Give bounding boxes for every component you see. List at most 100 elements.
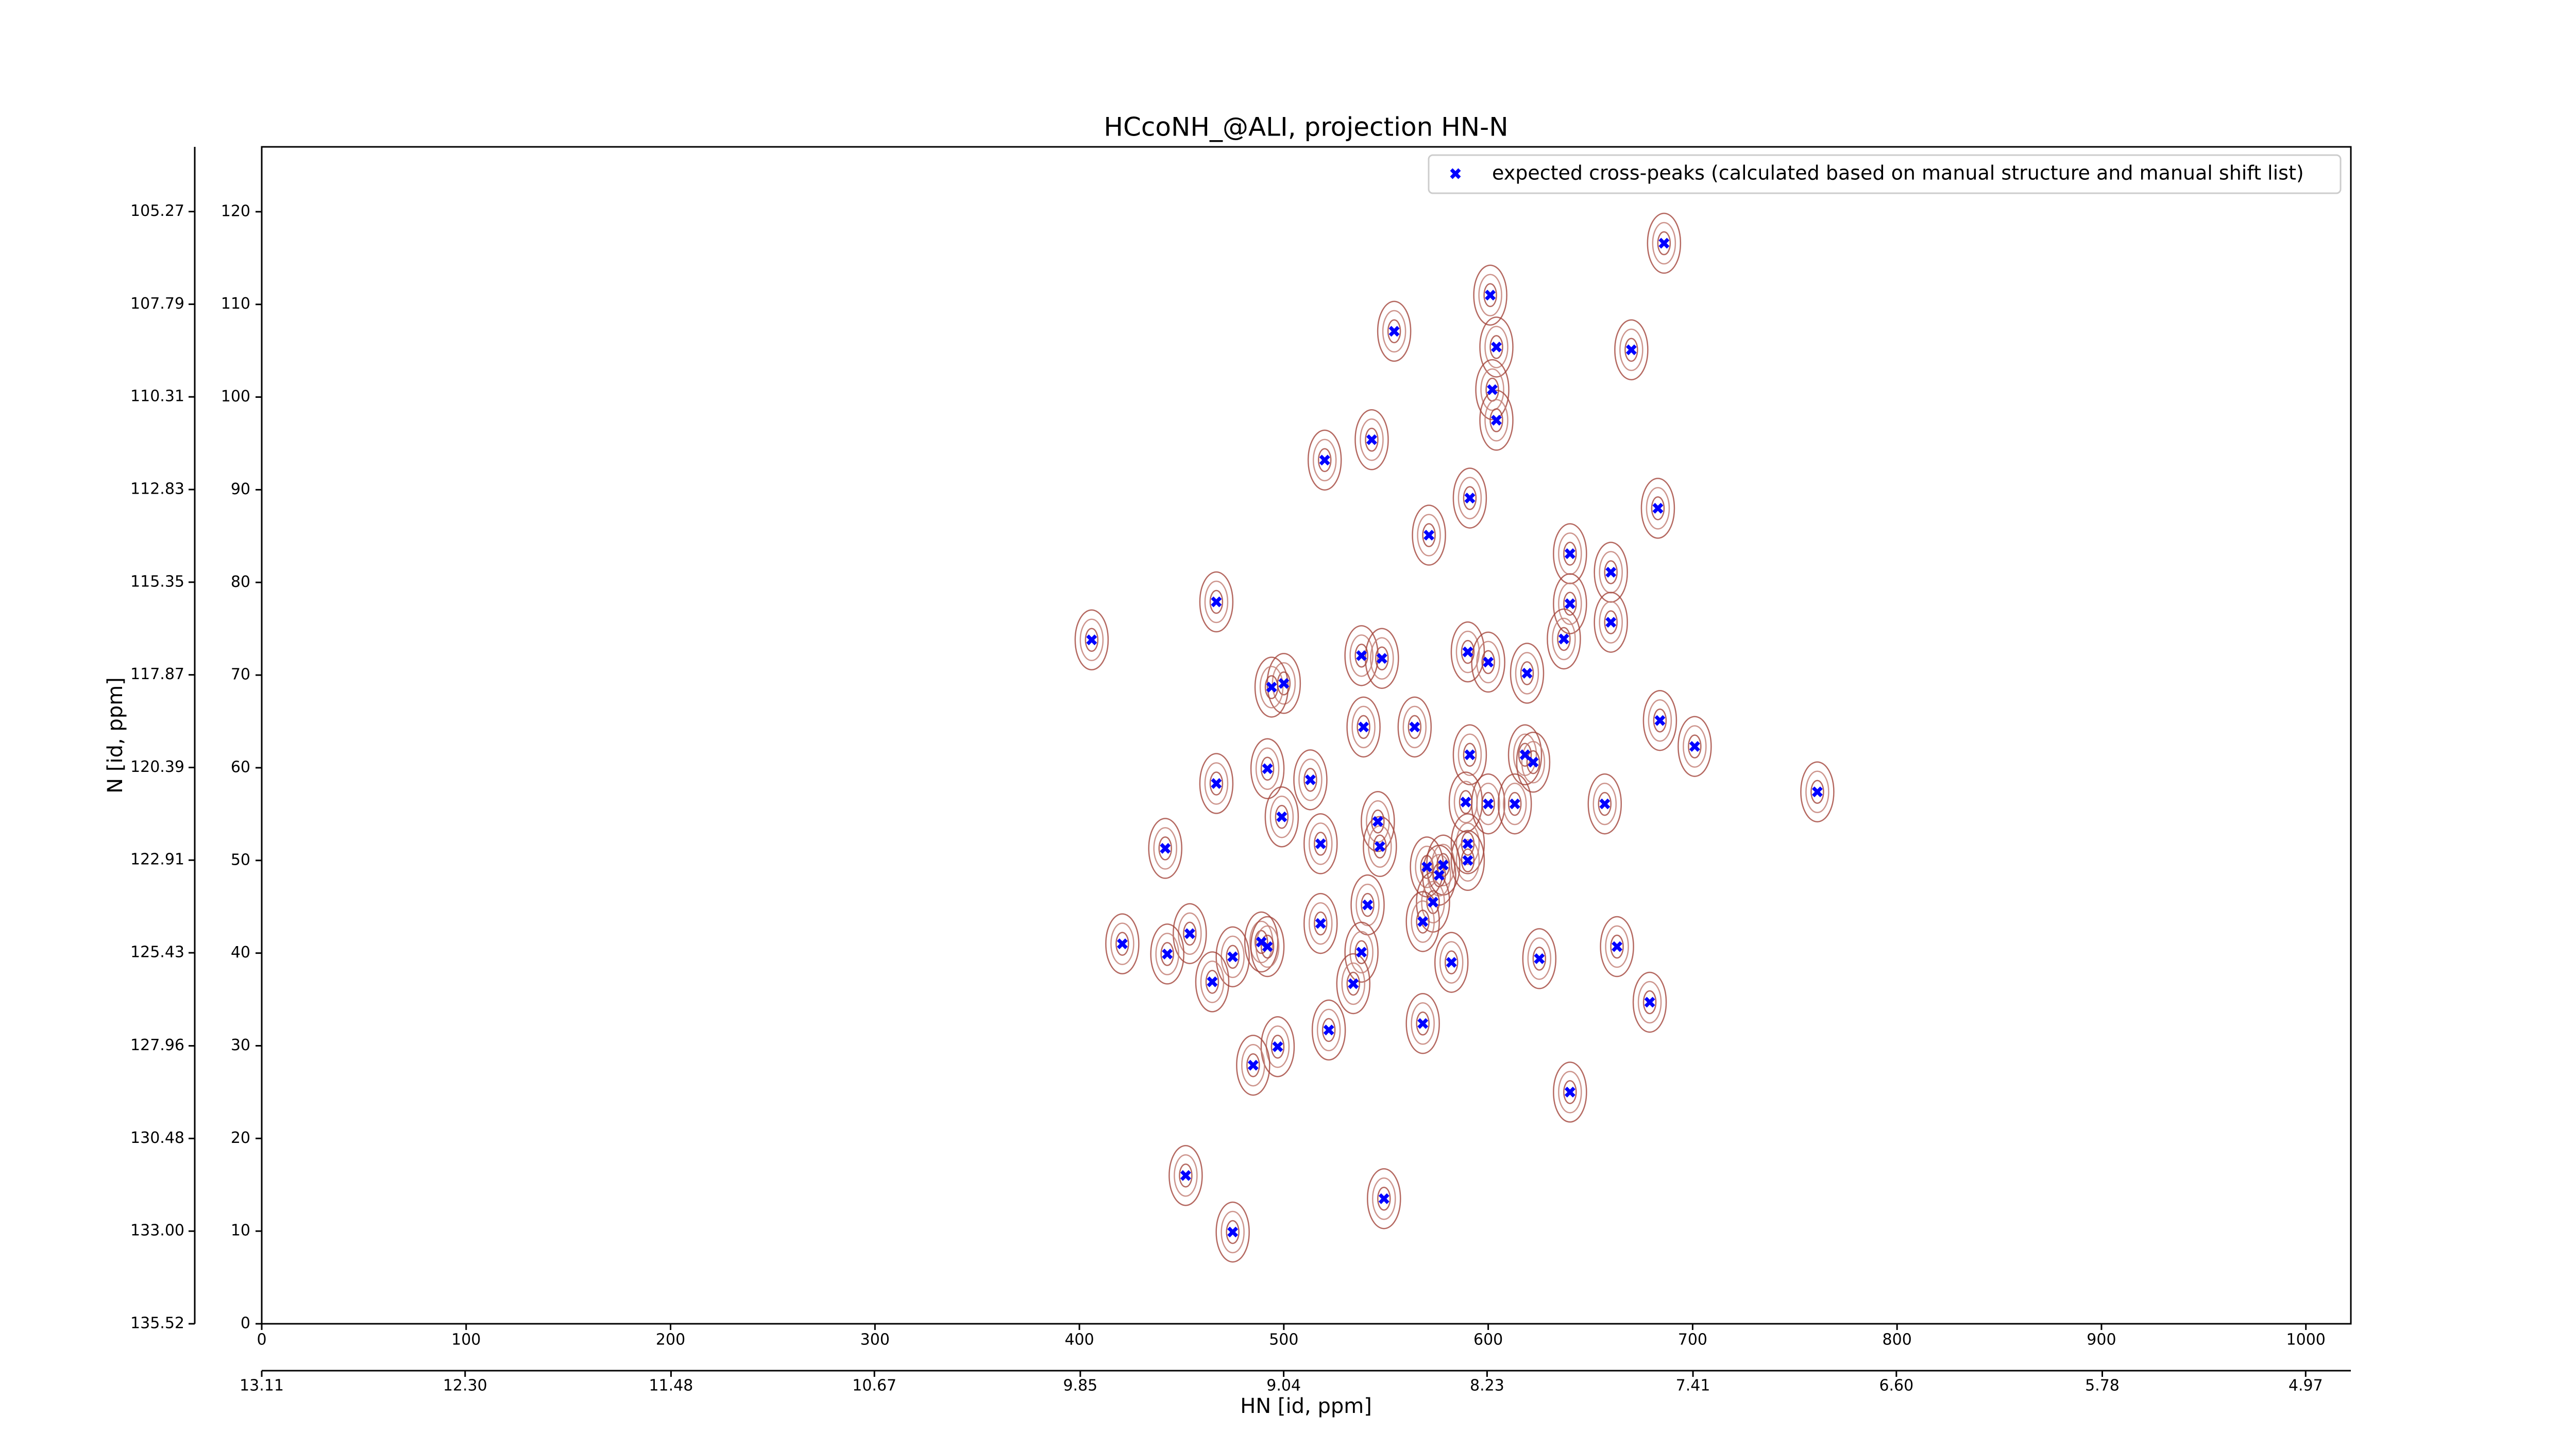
peak-contour: [1526, 750, 1540, 774]
cross-peak-marker: [1599, 798, 1611, 810]
y-tick-label: 110: [221, 295, 250, 313]
cross-peak-marker: [1372, 816, 1383, 827]
peak-contour: [1637, 981, 1662, 1024]
cross-peak-marker: [1483, 798, 1494, 810]
peak-contour: [1502, 782, 1527, 825]
peak-contour: [1183, 921, 1197, 946]
cross-peak-marker: [1644, 997, 1655, 1008]
cross-peak-marker: [1207, 976, 1218, 987]
peak-contour: [1619, 328, 1643, 372]
peak-contour: [1515, 652, 1539, 695]
peak-contour: [1594, 592, 1628, 653]
x-tick-label: 900: [2087, 1331, 2116, 1349]
peak-contour: [1226, 945, 1240, 969]
peak-contour: [1434, 932, 1469, 993]
x2-tick-label: 12.30: [443, 1377, 487, 1395]
y2-tick-label: 120.39: [130, 758, 184, 776]
y-tick-label: 0: [241, 1315, 250, 1333]
peak-contour: [1516, 731, 1551, 793]
peak-contour: [1244, 911, 1279, 973]
peak-contour: [1473, 264, 1507, 326]
peak-contour: [1624, 338, 1638, 362]
peak-contour: [1587, 773, 1622, 835]
peak-contour: [1481, 650, 1495, 675]
peak-contour: [1450, 621, 1485, 683]
cross-peak-marker: [1417, 1018, 1429, 1029]
peak-contour: [1489, 408, 1503, 432]
peak-contour: [1363, 816, 1397, 878]
cross-peak-marker: [1247, 1059, 1259, 1071]
cross-peak-marker: [1180, 1170, 1191, 1181]
cross-peak-marker: [1558, 633, 1569, 645]
peak-contour: [1805, 770, 1829, 813]
peak-contour: [1408, 715, 1422, 739]
peak-contour: [1204, 580, 1229, 624]
peak-contour: [1317, 448, 1332, 473]
peak-contour: [1652, 222, 1676, 265]
cross-peak-marker: [1658, 238, 1670, 249]
peak-contour: [1563, 1080, 1577, 1104]
peak-contour: [1651, 496, 1665, 520]
cross-peak-marker: [1811, 786, 1823, 798]
cross-peak-marker: [1485, 290, 1496, 301]
cross-peak-marker: [1266, 682, 1277, 693]
cross-peak-marker: [1487, 384, 1498, 395]
x-tick-label: 700: [1678, 1331, 1707, 1349]
cross-peak-marker: [1362, 899, 1374, 911]
peak-contour: [1604, 560, 1618, 584]
x2-tick-label: 6.60: [1879, 1377, 1913, 1395]
peak-contour: [1458, 733, 1482, 777]
x-tick-label: 800: [1883, 1331, 1912, 1349]
cross-peak-marker: [1491, 341, 1502, 352]
peak-contour: [1110, 922, 1134, 965]
peak-contour: [1373, 834, 1387, 859]
x2-tick-label: 10.67: [852, 1377, 896, 1395]
peak-contour: [1361, 791, 1395, 852]
peak-contour: [1174, 1154, 1198, 1197]
cross-peak-marker: [1689, 741, 1700, 752]
cross-peak-marker: [1227, 951, 1239, 963]
peak-contour: [1303, 813, 1338, 874]
peak-contour: [1422, 523, 1436, 547]
peak-contour: [1377, 300, 1412, 362]
peak-contour: [1412, 504, 1446, 566]
cross-peak-marker: [1528, 756, 1539, 768]
peak-contour: [1416, 909, 1430, 934]
peak-contour: [1520, 661, 1534, 685]
peak-contour: [1269, 796, 1294, 838]
peak-contour: [1521, 740, 1546, 784]
peak-contour: [1416, 1012, 1430, 1036]
peak-contour: [1371, 810, 1385, 834]
cross-peak-marker: [1272, 1041, 1283, 1052]
peak-contour: [1199, 753, 1234, 814]
cross-peak-marker: [1652, 502, 1664, 514]
peak-contour: [1471, 631, 1505, 693]
cross-peak-marker: [1464, 749, 1476, 761]
x-tick-label: 0: [257, 1331, 266, 1349]
peak-contour: [1463, 486, 1477, 510]
peak-contour: [1255, 747, 1280, 790]
cross-peak-marker: [1315, 838, 1326, 849]
peak-contour: [1272, 662, 1296, 705]
peak-contour: [1415, 846, 1439, 888]
peak-contour: [1417, 514, 1441, 557]
peak-contour: [1226, 1220, 1240, 1244]
cross-peak-marker: [1162, 948, 1173, 959]
peak-contour: [1653, 708, 1667, 733]
y-tick-label: 120: [221, 202, 250, 220]
legend-label: expected cross-peaks (calculated based o…: [1492, 162, 2304, 184]
chart-title: HCcoNH_@ALI, projection HN-N: [1104, 112, 1508, 142]
peak-contour: [1510, 643, 1545, 704]
cross-peak-marker: [1464, 493, 1476, 504]
x-tick-label: 400: [1064, 1331, 1094, 1349]
peak-contour: [1471, 773, 1505, 835]
peak-contour: [1475, 359, 1510, 420]
cross-peak-marker: [1358, 721, 1369, 733]
peak-contour: [1657, 231, 1671, 256]
peak-contour: [1321, 1018, 1336, 1042]
peak-contour: [1688, 734, 1702, 759]
peak-contour: [1387, 319, 1401, 344]
cross-peak-marker: [1276, 811, 1287, 822]
peak-contour: [1314, 832, 1328, 856]
